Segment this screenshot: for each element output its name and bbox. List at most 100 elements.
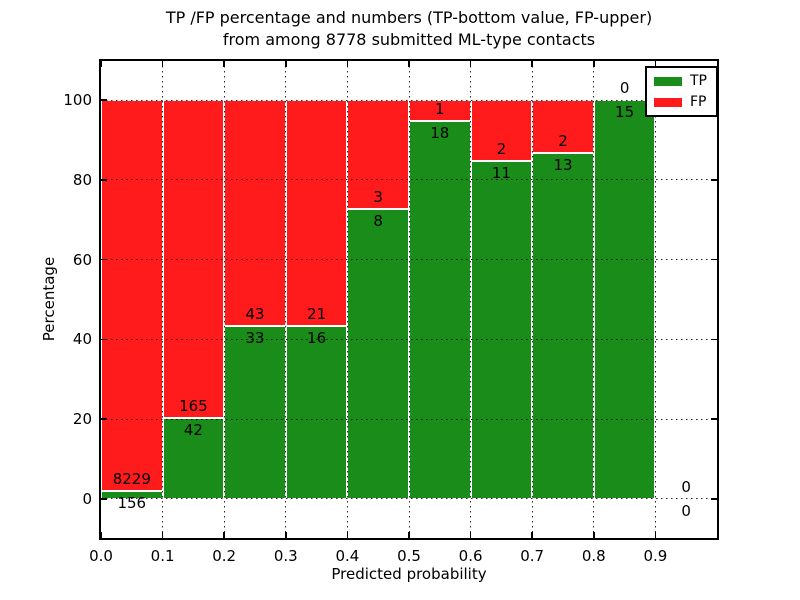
grid-line-horizontal <box>101 338 717 340</box>
fp-count-label: 2 <box>558 132 568 151</box>
x-tick-mark <box>654 532 657 538</box>
x-tick-label: 0.3 <box>273 547 298 565</box>
tp-bar-segment <box>285 326 348 499</box>
tp-count-label: 18 <box>430 124 450 143</box>
tp-swatch-icon <box>654 76 682 86</box>
fp-bar-segment <box>224 100 286 326</box>
grid-line-vertical <box>408 61 410 538</box>
y-tick-mark-right <box>711 179 717 181</box>
y-tick-mark <box>101 338 107 341</box>
legend-item-fp: FP <box>654 94 707 110</box>
fp-count-label: 2 <box>496 140 507 159</box>
fp-count-label: 0 <box>681 477 691 496</box>
grid-line-vertical <box>346 61 348 538</box>
x-tick-mark <box>100 532 102 538</box>
grid-line-vertical <box>285 61 287 538</box>
grid-line-horizontal <box>101 179 717 181</box>
tp-count-label: 11 <box>491 164 511 183</box>
tp-count-label: 8 <box>373 211 383 230</box>
grid-line-horizontal <box>101 418 717 420</box>
x-tick-label: 0.4 <box>335 547 360 565</box>
x-tick-mark <box>346 532 349 538</box>
y-tick-mark <box>101 418 107 420</box>
tp-bar-segment <box>409 121 471 499</box>
y-tick-label: 20 <box>72 410 92 429</box>
x-tick-mark-top <box>408 61 410 67</box>
x-tick-label: 0.7 <box>520 547 545 565</box>
x-tick-mark-top <box>100 61 102 67</box>
y-tick-mark-right <box>711 498 717 500</box>
x-tick-mark <box>161 532 164 538</box>
grid-line-vertical <box>223 61 225 538</box>
tp-count-label: 156 <box>117 494 147 513</box>
chart-title-line1: TP /FP percentage and numbers (TP-bottom… <box>165 8 653 27</box>
x-tick-mark <box>285 532 287 538</box>
grid-line-horizontal <box>101 498 717 500</box>
fp-count-label: 3 <box>373 187 383 206</box>
y-tick-label: 0 <box>82 489 92 508</box>
y-tick-label: 40 <box>72 330 92 349</box>
grid-line-horizontal <box>101 99 717 101</box>
fp-count-label: 8229 <box>112 470 151 489</box>
x-tick-label: 0.0 <box>89 547 113 565</box>
x-tick-mark <box>593 532 595 538</box>
x-tick-mark-top <box>593 61 595 67</box>
tp-count-label: 42 <box>183 420 203 439</box>
fp-count-label: 165 <box>179 396 208 415</box>
grid-line-vertical <box>593 61 595 538</box>
tp-bar-segment <box>593 100 656 499</box>
fp-bar-segment <box>101 100 163 492</box>
tp-bar-segment <box>224 325 286 499</box>
x-tick-label: 0.8 <box>581 547 606 565</box>
x-tick-mark-top <box>223 61 225 67</box>
grid-line-vertical <box>654 61 656 538</box>
fp-count-label: 21 <box>307 305 327 324</box>
x-tick-label: 0.6 <box>458 547 483 565</box>
tp-count-label: 0 <box>681 501 691 520</box>
tp-bar-segment <box>470 161 533 499</box>
tp-count-label: 16 <box>307 329 327 348</box>
y-tick-mark <box>101 179 107 181</box>
y-tick-label: 60 <box>72 250 92 269</box>
tp-bar-segment <box>347 208 409 499</box>
x-tick-label: 0.1 <box>150 547 175 565</box>
x-tick-mark <box>223 532 225 538</box>
fp-swatch-icon <box>654 97 682 107</box>
grid-line-vertical <box>470 61 472 538</box>
fp-bar-segment <box>285 100 348 327</box>
x-tick-mark <box>408 532 410 538</box>
grid-line-vertical <box>531 61 533 538</box>
y-tick-mark-right <box>711 258 717 261</box>
fp-legend-label: FP <box>690 94 707 110</box>
fp-count-label: 1 <box>435 100 445 119</box>
tp-count-label: 33 <box>245 328 265 347</box>
chart-title-line2: from among 8778 submitted ML-type contac… <box>222 30 596 49</box>
tp-count-label: 15 <box>615 103 635 122</box>
tp-bar-segment <box>532 153 594 499</box>
x-tick-mark-top <box>346 61 349 67</box>
fp-bar-segment <box>532 100 594 154</box>
y-tick-label: 80 <box>72 170 92 189</box>
x-tick-mark <box>531 532 533 538</box>
tp-count-label: 13 <box>553 156 573 175</box>
fp-count-label: 43 <box>245 304 265 323</box>
x-tick-label: 0.2 <box>212 547 237 565</box>
y-tick-mark <box>101 258 107 261</box>
fp-count-label: 0 <box>619 79 630 98</box>
x-tick-mark-top <box>285 61 287 67</box>
x-tick-mark-top <box>161 61 164 67</box>
chart-title: TP /FP percentage and numbers (TP-bottom… <box>101 7 717 51</box>
y-tick-mark-right <box>711 338 717 341</box>
x-tick-mark-top <box>531 61 533 67</box>
x-tick-label: 0.9 <box>643 547 668 565</box>
x-axis-label: Predicted probability <box>331 565 487 583</box>
x-tick-label: 0.5 <box>397 547 421 565</box>
y-tick-mark <box>101 498 107 500</box>
legend-item-tp: TP <box>654 73 707 89</box>
x-tick-mark-top <box>469 61 472 67</box>
grid-line-vertical <box>162 61 164 538</box>
x-tick-mark <box>469 532 472 538</box>
x-tick-mark-top <box>654 61 657 67</box>
grid-line-horizontal <box>101 259 717 261</box>
